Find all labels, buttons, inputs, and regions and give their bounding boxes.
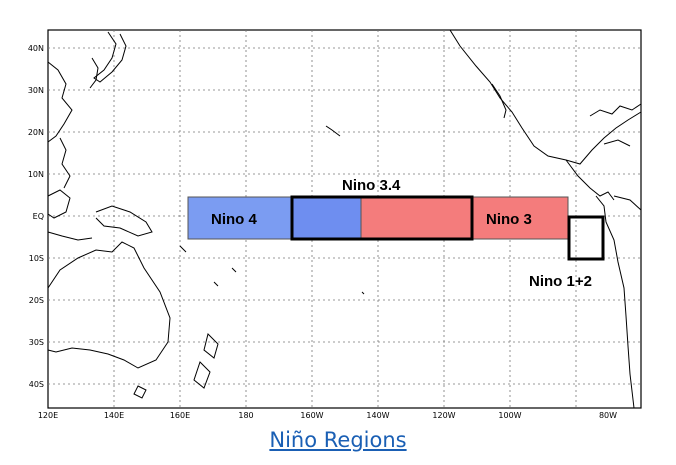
tasmania-coast: [133, 385, 147, 399]
nino3-label: Nino 3: [486, 211, 532, 228]
nino-regions-link[interactable]: Niño Regions: [269, 428, 407, 452]
new-zealand-north-coast: [203, 333, 219, 359]
island: [361, 291, 365, 295]
nino34-label: Nino 3.4: [342, 177, 401, 194]
lon-label: 140E: [104, 411, 124, 420]
lon-label: 180: [238, 411, 253, 420]
indonesia-coast: [47, 231, 93, 241]
nino12-label: Nino 1+2: [529, 273, 592, 290]
north-america-coast: [449, 29, 642, 165]
nino12-region-box: [567, 215, 605, 261]
lat-label: 10S: [29, 254, 44, 263]
coastlines: [47, 29, 642, 409]
philippines-coast: [59, 137, 71, 189]
hawaii-islands: [325, 125, 341, 137]
nino4-label: Nino 4: [211, 211, 257, 228]
lat-label: 40N: [28, 44, 44, 53]
nino3-region: [360, 196, 569, 240]
new-guinea-coast: [95, 205, 153, 237]
borneo-coast: [47, 189, 71, 219]
nino4-nino34-overlap: [291, 196, 362, 240]
new-zealand-south-coast: [193, 361, 211, 389]
australia-coast: [47, 241, 171, 369]
island: [179, 245, 187, 253]
lat-label: 30S: [29, 338, 44, 347]
central-america-coast: [565, 159, 615, 201]
lon-label: 120E: [38, 411, 58, 420]
south-america-north-coast: [613, 195, 642, 211]
lat-label: 40S: [29, 380, 44, 389]
island: [213, 281, 219, 287]
island: [231, 267, 237, 273]
lat-label: 30N: [28, 86, 44, 95]
lon-label: 160E: [170, 411, 190, 420]
south-america-coast: [595, 195, 635, 409]
lat-label: EQ: [33, 212, 44, 221]
lat-label: 10N: [28, 170, 44, 179]
gulf-coast: [589, 103, 642, 117]
baja-coast: [491, 83, 507, 119]
korea-coast: [89, 57, 99, 89]
nino34-region-box: [290, 195, 474, 241]
caribbean-coast: [603, 139, 631, 147]
lat-label: 20S: [29, 296, 44, 305]
lat-label: 20N: [28, 128, 44, 137]
lon-label: 80W: [599, 411, 617, 420]
lon-label: 140W: [366, 411, 389, 420]
figure-caption: Niño Regions: [0, 428, 676, 452]
japan-coast: [93, 31, 127, 83]
asia-coast: [47, 61, 73, 143]
lon-label: 120W: [432, 411, 455, 420]
nino-regions-map: Nino 4 Nino 3.4 Nino 3 Nino 1+2 40N 30N …: [28, 29, 642, 420]
lon-label: 160W: [300, 411, 323, 420]
lon-label: 100W: [498, 411, 521, 420]
